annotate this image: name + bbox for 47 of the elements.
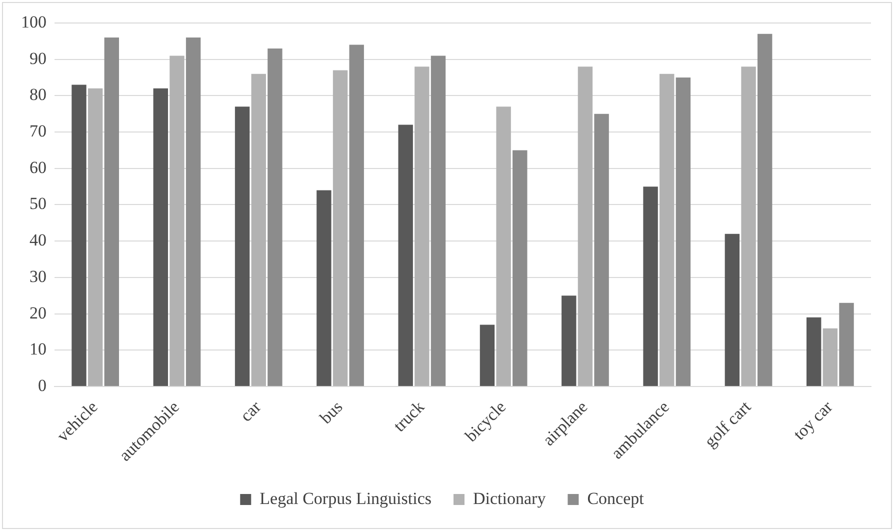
bar — [512, 150, 528, 386]
bar — [839, 302, 854, 386]
y-tick-label: 20 — [30, 303, 46, 322]
x-tick-label: bus — [316, 397, 346, 428]
bar — [562, 296, 576, 386]
bar — [430, 56, 446, 386]
bar — [822, 328, 838, 386]
bar — [758, 34, 772, 386]
legend-label: Dictionary — [473, 488, 546, 508]
y-tick-label: 90 — [30, 48, 46, 68]
y-tick-label: 60 — [30, 158, 46, 177]
legend-label: Legal Corpus Linguistics — [260, 488, 432, 508]
y-tick-label: 80 — [30, 85, 46, 104]
y-tick-label: 40 — [30, 230, 46, 250]
bar — [414, 66, 430, 386]
bar — [398, 124, 413, 386]
bar — [676, 78, 691, 386]
bar — [349, 44, 364, 386]
bar — [170, 56, 184, 386]
bar — [186, 38, 201, 386]
bar — [660, 74, 674, 386]
y-tick-label: 70 — [30, 122, 46, 141]
bar — [643, 186, 658, 386]
bar — [268, 48, 282, 386]
bar — [496, 106, 511, 386]
bar — [316, 190, 332, 386]
y-tick-label: 30 — [30, 266, 46, 286]
y-tick-label: 50 — [30, 194, 46, 214]
bar — [594, 114, 609, 386]
bar — [578, 66, 593, 386]
bar — [741, 66, 756, 386]
y-tick-label: 10 — [30, 340, 46, 359]
bar — [724, 234, 740, 386]
y-tick-label: 0 — [38, 376, 46, 395]
x-tick-label: car — [236, 397, 265, 426]
bar — [251, 74, 266, 386]
bar — [332, 70, 348, 386]
legend-label: Concept — [587, 488, 644, 508]
bar — [72, 84, 86, 386]
bar — [88, 88, 103, 386]
bar — [153, 88, 168, 386]
x-tick-label: toy car — [790, 397, 836, 444]
bar — [104, 38, 120, 386]
bar — [234, 106, 250, 386]
bar — [480, 324, 495, 386]
bar — [806, 317, 822, 386]
y-tick-label: 100 — [21, 12, 46, 32]
